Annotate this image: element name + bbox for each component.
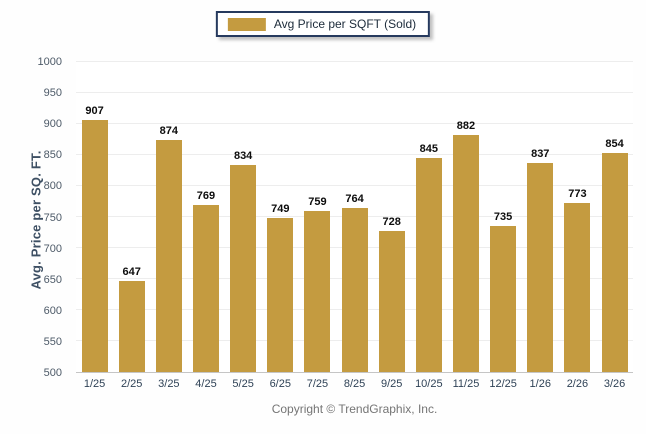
plot-area: 907 647 874 769 834 749 759 764 728 845 882 735 837 7… [76,61,633,373]
bar-value-label: 728 [382,215,401,228]
bar: 728 [378,216,405,372]
bar: 764 [341,193,368,372]
gridline [76,61,633,62]
y-tick-label: 800 [43,180,62,193]
x-tick-label: 6/25 [269,378,291,390]
bar-slot: 907 [76,62,113,372]
gridline [76,123,633,124]
x-tick-label: 3/26 [603,378,626,390]
x-tick-label: 2/26 [566,378,589,390]
bar: 773 [564,188,591,372]
copyright-footer: Copyright © TrendGraphix, Inc. [271,402,438,416]
y-tick-label: 1000 [37,56,62,68]
bar: 907 [81,105,108,372]
x-tick-label: 3/25 [158,378,180,390]
gridline [76,185,633,186]
x-tick-label: 7/25 [306,378,329,390]
bar: 834 [230,150,257,372]
bar-slot: 764 [336,62,373,372]
y-tick-label: 700 [43,242,62,255]
legend-label: Avg Price per SQFT (Sold) [273,17,417,31]
y-axis-tick-labels: 500 550 600 650 700 750 800 850 900 950 1000 [0,56,66,379]
x-tick-label: 2/25 [121,378,143,390]
bar-value-label: 769 [196,190,216,203]
gridline [76,154,633,155]
x-tick-label: 4/25 [195,378,217,390]
bar-value-label: 874 [159,125,179,138]
x-tick-label: 8/25 [343,378,366,390]
x-axis-tick-labels: 1/25 2/25 3/25 4/25 5/25 6/25 7/25 8/25 9/25 10/2… [76,378,633,390]
bar-slot: 769 [187,62,224,372]
bar-value-label: 735 [493,211,513,224]
bar: 874 [155,125,182,372]
bar: 854 [601,138,628,372]
y-tick-label: 900 [43,118,62,131]
bar: 735 [490,211,517,372]
bar-value-label: 749 [271,202,290,215]
x-tick-label: 11/25 [452,378,480,390]
bar-value-label: 759 [308,196,327,209]
bar-value-label: 845 [419,143,439,156]
bar: 845 [415,143,442,372]
bar: 882 [452,120,479,372]
y-tick-label: 600 [43,304,62,317]
bar-slot: 735 [485,62,522,372]
bar-value-label: 837 [531,148,550,161]
x-tick-label: 9/25 [380,378,403,390]
bar-slot: 845 [410,62,447,372]
bar-slot: 728 [373,62,410,372]
bar-value-label: 834 [233,149,253,162]
x-tick-label: 12/25 [489,378,517,390]
bar-slot: 837 [522,62,559,372]
bar-value-label: 907 [85,104,104,117]
x-tick-label: 10/25 [415,378,443,390]
bar-value-label: 647 [122,265,141,278]
bar-slot: 874 [150,62,187,372]
bar: 759 [304,196,331,372]
y-tick-label: 850 [43,149,62,162]
bar-value-label: 764 [345,193,364,206]
x-tick-label: 5/25 [232,378,254,390]
bar-value-label: 854 [605,137,624,150]
bar-slot: 759 [299,62,336,372]
y-tick-label: 550 [43,335,62,348]
bar-slot: 854 [596,62,633,372]
chart-legend: Avg Price per SQFT (Sold) [215,11,431,37]
bar-slot: 882 [447,62,484,372]
bar-series: 907 647 874 769 834 749 759 764 728 845 882 735 837 7… [76,62,633,372]
legend-swatch-icon [227,17,266,31]
bar: 749 [267,203,294,372]
gridline [76,92,633,93]
bar-value-label: 882 [456,120,476,133]
y-tick-label: 750 [43,211,62,224]
bar-value-label: 773 [568,187,587,200]
bar: 647 [118,266,145,372]
bar-slot: 773 [559,62,596,372]
bar: 837 [527,148,554,372]
bar-slot: 647 [113,62,150,372]
bar-slot: 749 [262,62,299,372]
x-tick-label: 1/26 [529,378,551,390]
y-tick-label: 950 [43,87,62,100]
bar: 769 [192,190,219,372]
y-tick-label: 650 [43,273,62,286]
x-tick-label: 1/25 [83,378,106,390]
y-tick-label: 500 [43,367,62,379]
bar-slot: 834 [225,62,262,372]
